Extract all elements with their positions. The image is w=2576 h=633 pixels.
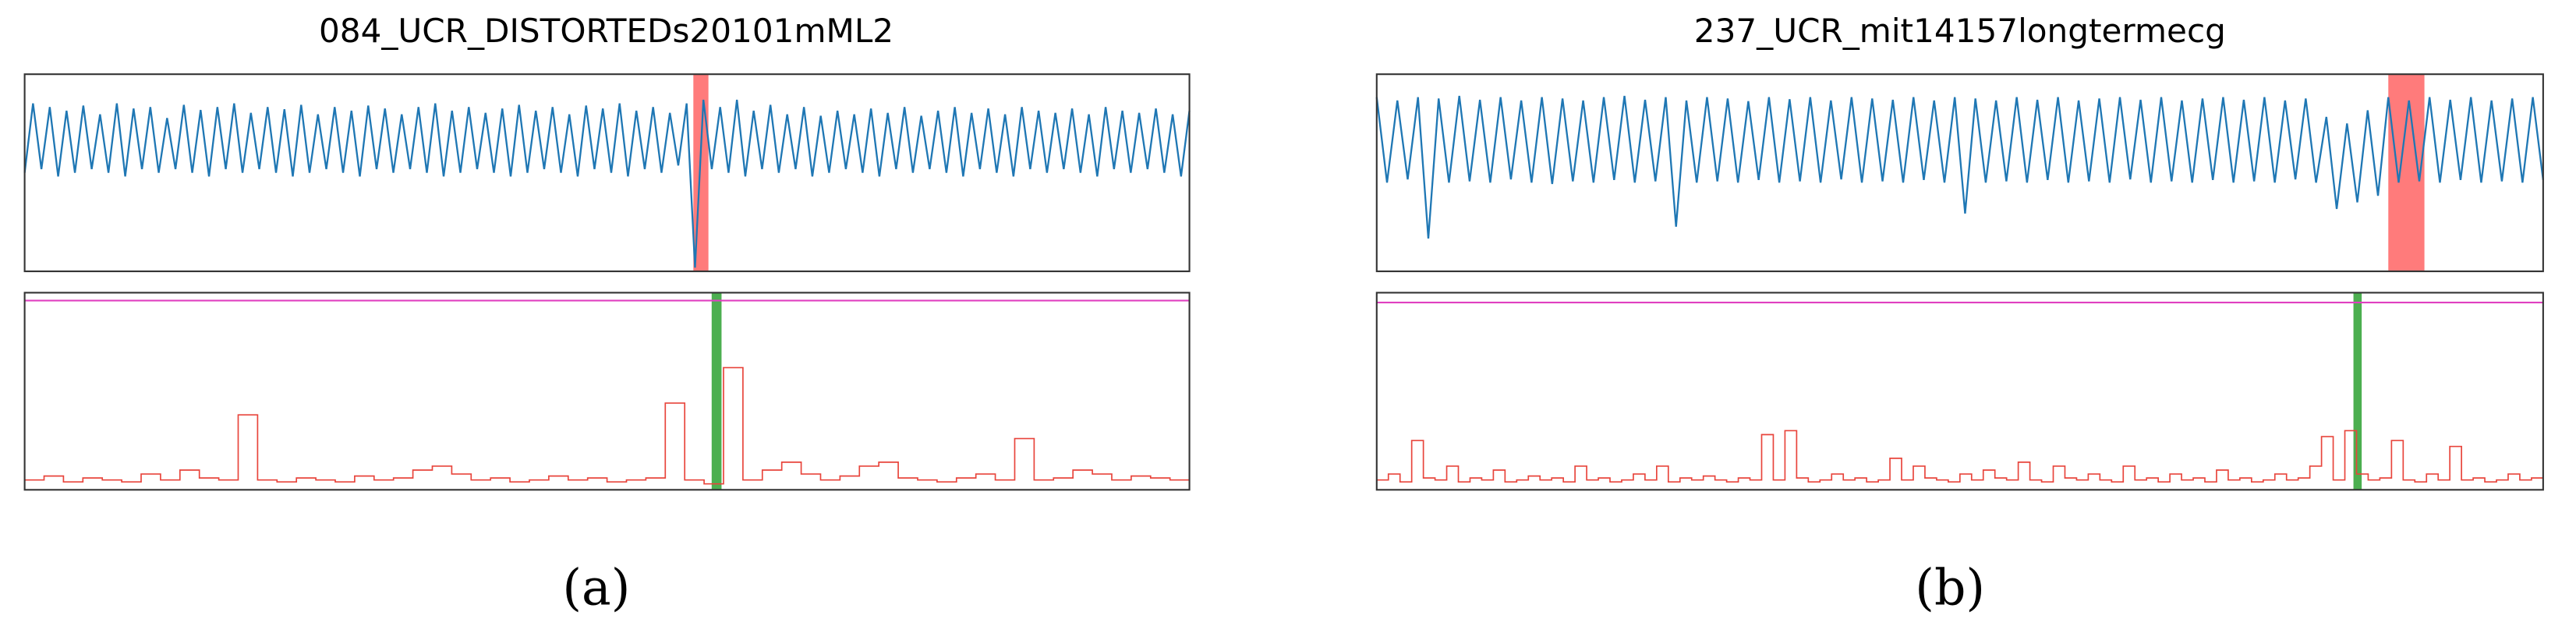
plot-frame [1375,292,2544,491]
signal-line [23,99,1191,268]
panel-caption: (b) [1915,558,1985,616]
anomaly-highlight [711,292,722,490]
score-line [1376,430,2543,483]
plot-frame [23,292,1191,491]
chart-title: 084_UCR_DISTORTEDs20101mML2 [319,12,893,50]
score-line [24,366,1190,485]
panel-caption: (a) [562,558,630,616]
plot-frame [23,73,1191,273]
plot-frame [1375,73,2544,273]
signal-line [1375,95,2545,239]
anomaly-highlight [2353,292,2362,490]
chart-title: 237_UCR_mit14157longtermecg [1694,12,2226,50]
